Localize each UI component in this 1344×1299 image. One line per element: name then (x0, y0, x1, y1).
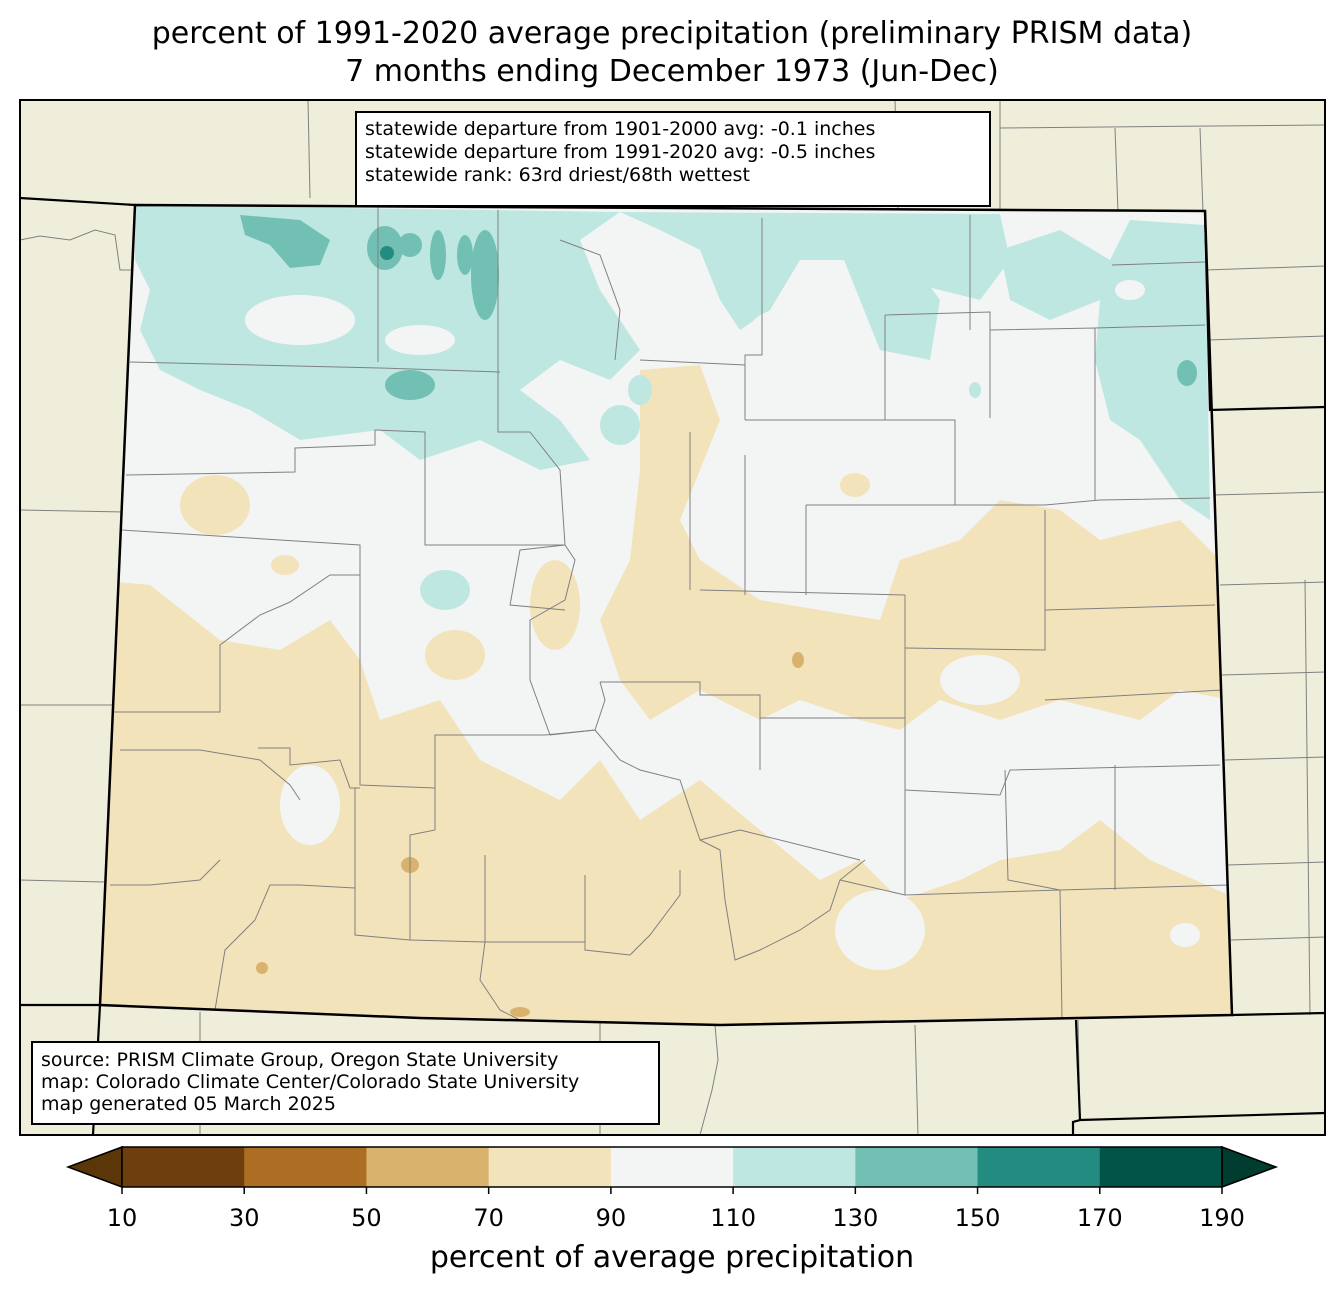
credits-box: source: PRISM Climate Group, Oregon Stat… (31, 1041, 660, 1125)
colorbar-tick-label: 50 (351, 1204, 382, 1232)
precipitation-field (100, 205, 1232, 1025)
colorbar-under-arrow (65, 1145, 123, 1189)
colorbar-tick-label: 190 (1199, 1204, 1245, 1232)
colorbar-segment (610, 1147, 734, 1187)
colorbar-tick-label: 170 (1076, 1204, 1123, 1232)
colorbar-tick-label: 130 (832, 1204, 879, 1232)
state-borders (19, 196, 1326, 1136)
colorbar-frame (121, 1146, 1223, 1188)
colorbar-segment (244, 1147, 367, 1187)
county-lines (110, 205, 1231, 1021)
map-title: percent of 1991-2020 average precipitati… (151, 16, 1193, 51)
colorbar-segment (977, 1147, 1101, 1187)
colorbar-segment (366, 1147, 490, 1187)
colorbar-tick-label: 70 (473, 1204, 504, 1232)
stats-line-departure-1901-2000: statewide departure from 1901-2000 avg: … (365, 118, 876, 140)
colorbar-tick-label: 30 (228, 1204, 260, 1232)
statewide-stats-box: statewide departure from 1901-2000 avg: … (355, 111, 991, 207)
stats-line-rank: statewide rank: 63rd driest/68th wettest (365, 164, 750, 186)
map-subtitle: 7 months ending December 1973 (Jun-Dec) (345, 54, 999, 89)
colorbar-segment (122, 1147, 245, 1187)
credit-generated: map generated 05 March 2025 (41, 1093, 336, 1115)
colorbar-over-arrow (1221, 1145, 1279, 1189)
colorbar-tick-label: 10 (106, 1204, 138, 1232)
colorbar-segment (488, 1147, 612, 1187)
colorbar-label: percent of average precipitation (429, 1240, 915, 1275)
colorbar-segment (1099, 1147, 1223, 1187)
map-frame (19, 99, 1326, 1136)
stats-line-departure-1991-2020: statewide departure from 1991-2020 avg: … (365, 141, 876, 163)
colorbar-tick-label: 110 (710, 1204, 757, 1232)
colorbar-tick-label: 150 (954, 1204, 1001, 1232)
credit-source: source: PRISM Climate Group, Oregon Stat… (41, 1049, 559, 1071)
credit-map: map: Colorado Climate Center/Colorado St… (41, 1071, 580, 1093)
colorbar-segment (855, 1147, 979, 1187)
colorbar-tick-label: 90 (595, 1204, 627, 1232)
colorbar (65, 1145, 1279, 1194)
colorbar-segment (733, 1147, 856, 1187)
